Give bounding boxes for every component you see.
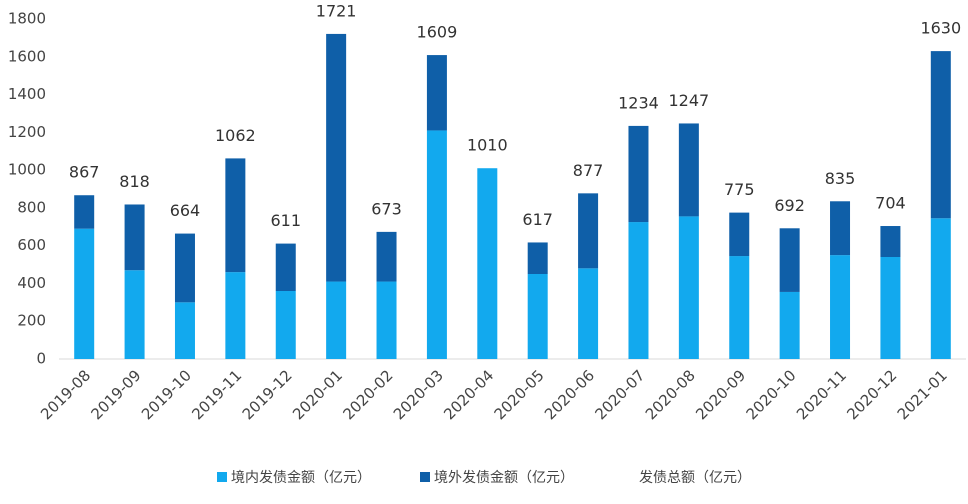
total-label: 1609: [417, 23, 458, 42]
bar-segment: [830, 201, 851, 256]
total-label: 1010: [467, 136, 508, 155]
bar-segment: [275, 243, 296, 291]
bar-segment: [830, 255, 851, 359]
bar-segment: [930, 51, 951, 219]
y-tick-label: 200: [17, 312, 46, 330]
x-tick-label: 2020-03: [390, 366, 447, 423]
bar-segment: [275, 291, 296, 359]
x-tick-label: 2020-02: [339, 366, 396, 423]
total-label: 818: [119, 172, 150, 191]
bar-segment: [426, 55, 447, 131]
bar-segment: [174, 233, 195, 303]
x-tick-label: 2019-10: [138, 366, 195, 423]
bar-segment: [578, 193, 599, 269]
bar-segment: [729, 212, 750, 257]
bar-segment: [174, 302, 195, 359]
y-tick-label: 800: [17, 198, 46, 216]
x-tick-label: 2020-12: [843, 366, 900, 423]
legend-label: 境外发债金额（亿元）: [434, 470, 574, 486]
y-tick-label: 0: [36, 350, 46, 368]
bar-segment: [578, 268, 599, 359]
x-tick-label: 2019-11: [188, 366, 245, 423]
legend-label: 境内发债金额（亿元）: [231, 470, 371, 486]
bar-segment: [527, 242, 548, 274]
bar-segment: [326, 33, 347, 282]
bar-segment: [678, 216, 699, 359]
x-tick-label: 2020-04: [440, 366, 497, 423]
bar-segment: [124, 270, 145, 359]
x-tick-label: 2020-11: [793, 366, 850, 423]
total-label: 673: [371, 199, 402, 218]
bar-segment: [930, 218, 951, 359]
y-tick-label: 1400: [8, 85, 46, 103]
bar-segment: [74, 195, 95, 229]
bar-segment: [376, 281, 397, 359]
x-tick-label: 2020-09: [692, 366, 749, 423]
bar-segment: [477, 168, 498, 359]
bar-segment: [779, 291, 800, 359]
bar-segment: [326, 281, 347, 359]
total-label: 877: [573, 161, 604, 180]
bar-segment: [779, 228, 800, 292]
total-label: 775: [724, 180, 755, 199]
x-tick-label: 2020-06: [541, 366, 598, 423]
x-tick-label: 2020-10: [743, 366, 800, 423]
bar-segment: [729, 256, 750, 359]
bar-segment: [678, 123, 699, 217]
total-label: 617: [522, 210, 553, 229]
total-label: 1630: [920, 19, 961, 38]
y-tick-label: 600: [17, 236, 46, 254]
total-label: 1062: [215, 126, 256, 145]
total-label: 611: [270, 211, 301, 230]
bar-segment: [74, 228, 95, 359]
x-tick-label: 2021-01: [894, 366, 951, 423]
x-tick-label: 2020-05: [491, 366, 548, 423]
y-tick-label: 400: [17, 274, 46, 292]
x-tick-label: 2020-08: [642, 366, 699, 423]
y-tick-label: 1600: [8, 47, 46, 65]
total-label: 1721: [316, 1, 357, 20]
x-tick-label: 2019-08: [37, 366, 94, 423]
y-tick-label: 1800: [8, 10, 46, 28]
x-tick-label: 2019-12: [239, 366, 296, 423]
bar-segment: [628, 125, 649, 223]
legend-swatch: [420, 472, 430, 482]
bar-segment: [628, 222, 649, 359]
total-label: 704: [875, 194, 906, 213]
total-label: 1247: [669, 91, 710, 110]
bar-segment: [426, 130, 447, 359]
x-tick-label: 2020-01: [289, 366, 346, 423]
bar-segment: [880, 226, 901, 257]
bar-segment: [225, 158, 246, 273]
bar-segment: [376, 231, 397, 282]
x-tick-label: 2020-07: [591, 366, 648, 423]
y-tick-label: 1000: [8, 161, 46, 179]
bar-segment: [124, 204, 145, 271]
total-label: 692: [774, 196, 805, 215]
bar-segment: [880, 257, 901, 359]
legend-swatch: [217, 472, 227, 482]
total-label: 1234: [618, 93, 659, 112]
bar-segment: [225, 272, 246, 359]
legend-label: 发债总额（亿元）: [639, 470, 751, 486]
x-tick-label: 2019-09: [88, 366, 145, 423]
total-label: 835: [825, 169, 856, 188]
y-tick-label: 1200: [8, 123, 46, 141]
total-label: 664: [170, 201, 201, 220]
bar-segment: [527, 274, 548, 359]
total-label: 867: [69, 163, 100, 182]
